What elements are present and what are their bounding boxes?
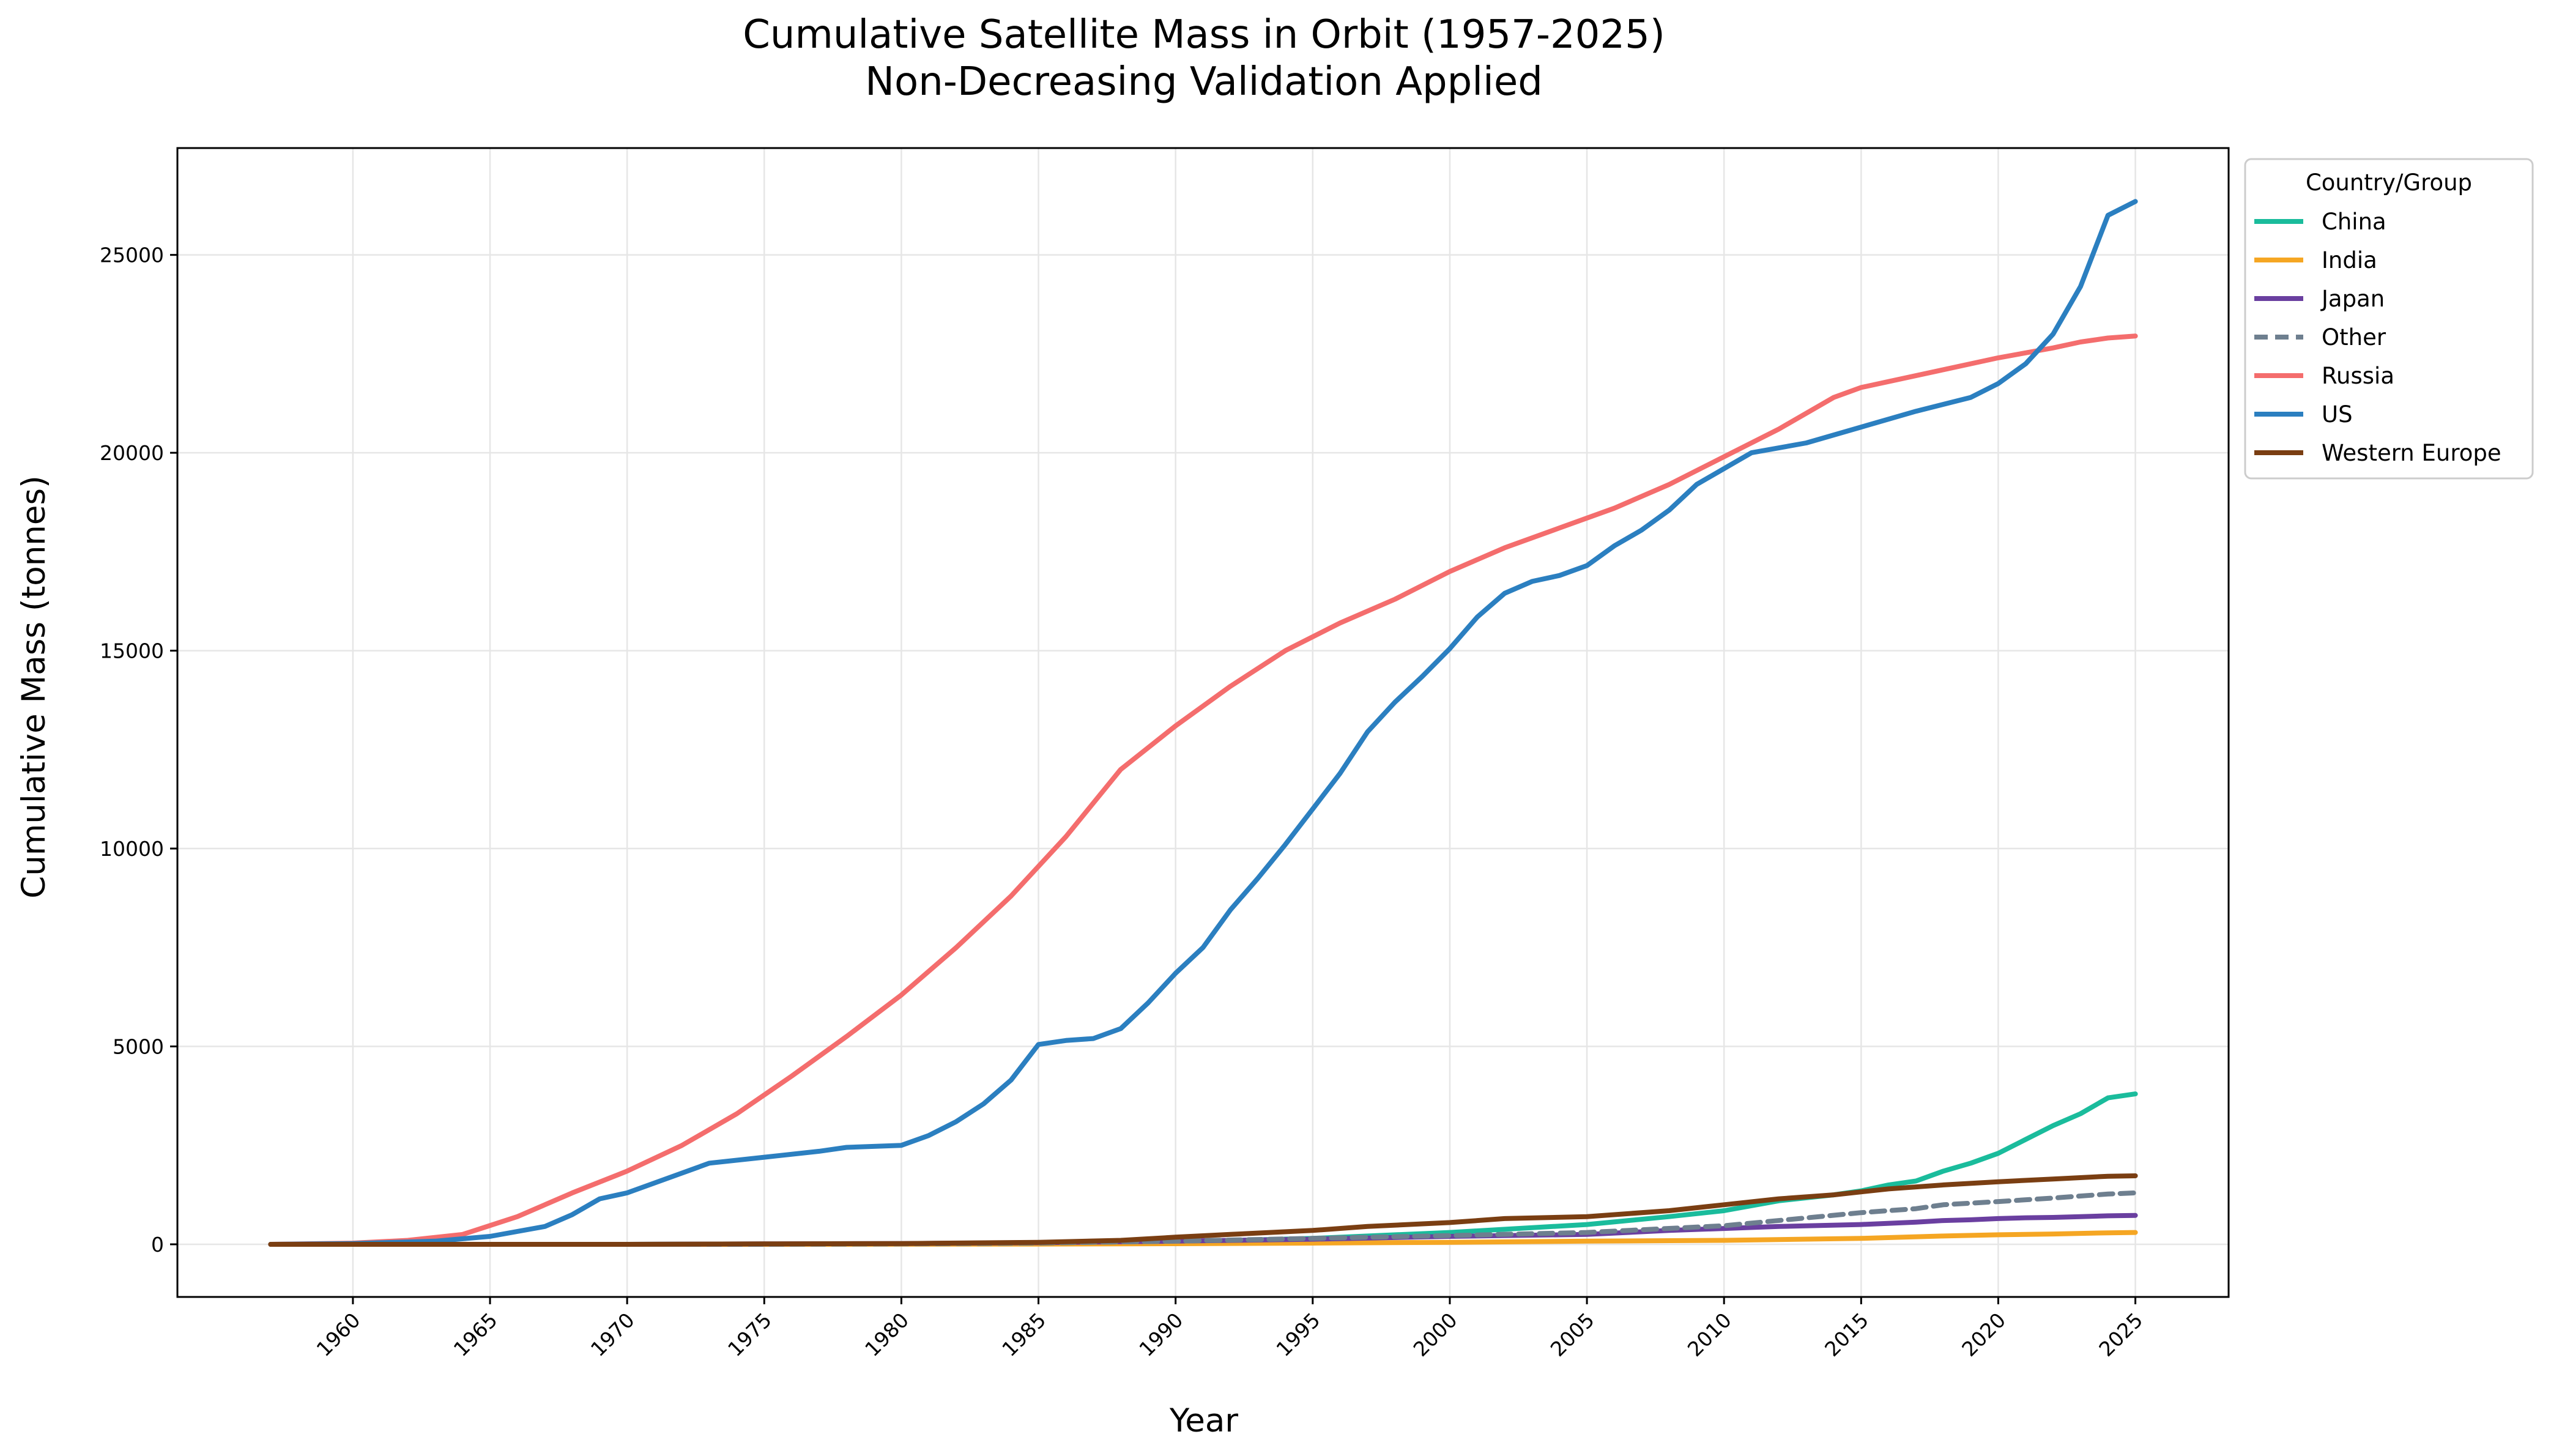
x-tick-label: 2005 — [1546, 1308, 1599, 1361]
legend: Country/Group China India Japan Other Russia… — [2244, 158, 2534, 480]
y-tick-label: 0 — [151, 1233, 164, 1257]
x-tick-label: 1980 — [860, 1308, 913, 1361]
x-tick-label: 2010 — [1683, 1308, 1736, 1361]
legend-label-china: China — [2322, 209, 2386, 235]
x-tick-label: 1960 — [312, 1308, 365, 1361]
legend-label-japan: Japan — [2320, 286, 2385, 312]
y-tick-label: 25000 — [100, 243, 164, 267]
legend-title: Country/Group — [2306, 169, 2472, 196]
legend-label-western-europe: Western Europe — [2322, 440, 2501, 466]
chart-title: Cumulative Satellite Mass in Orbit (1957… — [743, 12, 1665, 58]
series-lines — [268, 199, 2138, 1247]
legend-label-us: US — [2322, 401, 2353, 428]
x-tick-label: 1965 — [449, 1308, 502, 1361]
y-tick-label: 15000 — [100, 639, 164, 663]
legend-box — [2244, 158, 2534, 480]
grid — [177, 148, 2229, 1297]
x-axis-label: Year — [1169, 1402, 1238, 1439]
x-tick-label: 1995 — [1271, 1308, 1324, 1361]
x-tick-label: 1990 — [1134, 1308, 1187, 1361]
y-tick-label: 10000 — [100, 837, 164, 861]
series-line-western-europe — [268, 1173, 2138, 1247]
x-tick-label: 2020 — [1957, 1308, 2010, 1361]
x-tick-label: 1970 — [586, 1308, 639, 1361]
legend-label-other: Other — [2322, 324, 2386, 351]
series-line-russia — [268, 333, 2138, 1247]
x-tick-label: 2015 — [1820, 1308, 1873, 1361]
y-tick-label: 5000 — [113, 1035, 164, 1059]
legend-label-russia: Russia — [2322, 363, 2394, 389]
x-tick-label: 1985 — [997, 1308, 1050, 1361]
x-tick-label: 2025 — [2094, 1308, 2147, 1361]
x-tick-label: 1975 — [723, 1308, 776, 1361]
x-tick-label: 2000 — [1409, 1308, 1462, 1361]
y-tick-label: 20000 — [100, 441, 164, 465]
plot-area-frame — [176, 147, 2230, 1298]
legend-label-india: India — [2322, 247, 2377, 273]
chart-subtitle: Non-Decreasing Validation Applied — [865, 59, 1543, 105]
series-line-us — [268, 199, 2138, 1247]
y-axis-label: Cumulative Mass (tonnes) — [15, 475, 53, 899]
legend-items: China India Japan Other Russia US Western Euro… — [2254, 209, 2501, 466]
